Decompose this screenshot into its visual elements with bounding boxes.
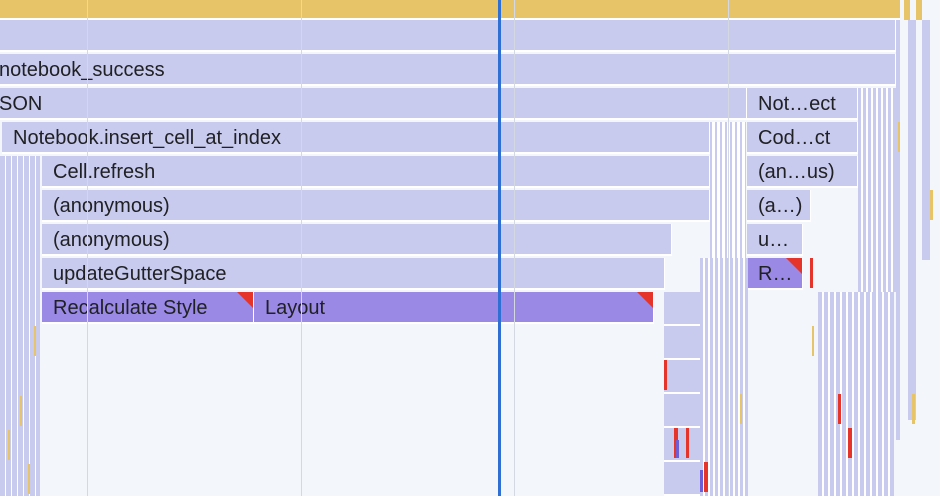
- event-marker[interactable]: [740, 394, 742, 424]
- time-gridline: [514, 0, 515, 496]
- flame-frame-cell-refresh[interactable]: Cell.refresh: [42, 156, 710, 188]
- flame-frame-notebook-success[interactable]: notebook_success: [0, 54, 896, 86]
- flame-frame-update-gutter[interactable]: updateGutterSpace: [42, 258, 665, 290]
- frame-label: (an…us): [758, 161, 835, 183]
- frame-label: u…: [758, 229, 790, 251]
- flame-slice-column[interactable]: [908, 20, 916, 420]
- warning-marker: [786, 258, 802, 274]
- flame-slice-column[interactable]: [700, 258, 748, 496]
- frame-label: notebook_success: [0, 59, 165, 81]
- flame-frame-a-paren[interactable]: (a…): [747, 190, 811, 222]
- event-marker[interactable]: [686, 428, 689, 458]
- flame-slice-column[interactable]: [0, 156, 40, 496]
- flame-frame-cod-ct[interactable]: Cod…ct: [747, 122, 858, 154]
- frame-label: Notebook.insert_cell_at_index: [13, 127, 281, 149]
- frame-label: Recalculate Style: [53, 297, 208, 319]
- event-marker[interactable]: [28, 464, 30, 494]
- flame-frame-layout[interactable]: Layout: [254, 292, 654, 324]
- flame-frame-anonymous[interactable]: (anonymous): [42, 224, 672, 256]
- event-marker[interactable]: [838, 394, 841, 424]
- frame-label: Cod…ct: [758, 127, 831, 149]
- flame-frame-anonymous[interactable]: (anonymous): [42, 190, 710, 222]
- flame-frame-not-ect[interactable]: Not…ect: [747, 88, 858, 120]
- flame-frame-u-dots[interactable]: u…: [747, 224, 803, 256]
- event-marker[interactable]: [812, 326, 814, 356]
- event-marker[interactable]: [810, 258, 813, 288]
- frame-label: (a…): [758, 195, 803, 217]
- flame-frame-json[interactable]: SON: [0, 88, 747, 120]
- time-gridline: [301, 0, 302, 496]
- task-bar[interactable]: [0, 0, 900, 20]
- flame-frame[interactable]: [0, 20, 896, 52]
- event-marker[interactable]: [898, 122, 900, 152]
- frame-label: Layout: [265, 297, 326, 319]
- flame-slice-column[interactable]: [664, 292, 700, 496]
- event-marker[interactable]: [912, 394, 915, 424]
- event-marker[interactable]: [676, 440, 679, 458]
- warning-marker: [237, 292, 253, 308]
- flame-frame-recalculate-style[interactable]: Recalculate Style: [42, 292, 254, 324]
- frame-label: SON: [0, 93, 43, 115]
- event-marker[interactable]: [704, 462, 708, 492]
- event-marker[interactable]: [34, 326, 36, 356]
- frame-label: updateGutterSpace: [53, 263, 227, 285]
- event-marker[interactable]: [848, 428, 852, 458]
- flame-frame-insert-cell[interactable]: Notebook.insert_cell_at_index: [2, 122, 710, 154]
- warning-marker: [637, 292, 653, 308]
- task-bar[interactable]: [916, 0, 922, 20]
- event-marker[interactable]: [930, 190, 933, 220]
- event-marker[interactable]: [20, 396, 22, 426]
- event-marker[interactable]: [8, 430, 10, 460]
- flame-slice-column[interactable]: [896, 20, 900, 440]
- frame-label: Not…ect: [758, 93, 836, 115]
- frame-label: Cell.refresh: [53, 161, 156, 183]
- flame-slice-column[interactable]: [922, 20, 930, 260]
- frame-label: (anonymous): [53, 195, 170, 217]
- task-bar[interactable]: [904, 0, 910, 20]
- flame-frame-r-dots[interactable]: R…: [747, 258, 803, 290]
- flame-slice-column[interactable]: [858, 88, 896, 292]
- time-gridline: [87, 0, 88, 496]
- flame-frame-an-us[interactable]: (an…us): [747, 156, 858, 188]
- flame-slice-column[interactable]: [818, 292, 894, 496]
- frame-label: (anonymous): [53, 229, 170, 251]
- time-gridline: [728, 0, 729, 496]
- time-cursor[interactable]: [498, 0, 501, 496]
- event-marker[interactable]: [700, 470, 703, 492]
- frame-label: R…: [758, 263, 793, 285]
- event-marker[interactable]: [664, 360, 667, 390]
